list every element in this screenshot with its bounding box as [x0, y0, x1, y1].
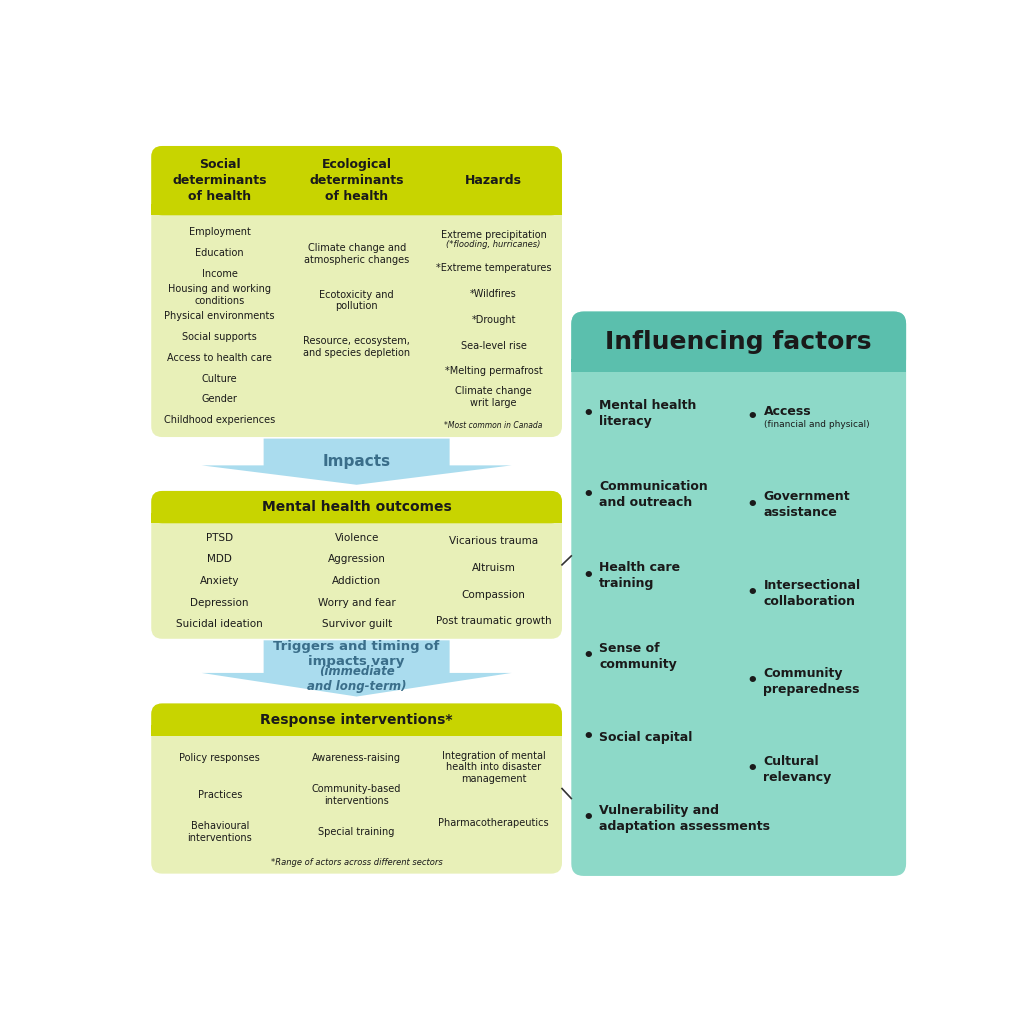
Text: Awareness-raising: Awareness-raising	[312, 753, 401, 763]
Text: (immediate
and long-term): (immediate and long-term)	[307, 665, 407, 693]
Text: Employment: Employment	[188, 227, 251, 237]
Text: *Melting permafrost: *Melting permafrost	[444, 367, 543, 376]
Text: Gender: Gender	[202, 394, 238, 404]
Text: Addiction: Addiction	[332, 577, 381, 586]
Text: Survivor guilt: Survivor guilt	[322, 620, 392, 629]
Text: Culture: Culture	[202, 374, 238, 384]
Bar	[152, 725, 562, 736]
Text: Suicidal ideation: Suicidal ideation	[176, 620, 263, 629]
Text: Communication
and outreach: Communication and outreach	[599, 480, 708, 509]
Bar	[571, 359, 906, 372]
FancyBboxPatch shape	[152, 703, 562, 736]
Text: Policy responses: Policy responses	[179, 753, 260, 763]
Text: Hazards: Hazards	[465, 174, 522, 187]
Text: Health care
training: Health care training	[599, 561, 680, 590]
Text: Government
assistance: Government assistance	[764, 490, 850, 519]
Text: Behavioural
interventions: Behavioural interventions	[187, 821, 252, 843]
Text: Education: Education	[196, 248, 244, 258]
Text: •: •	[583, 566, 594, 585]
Text: Depression: Depression	[190, 598, 249, 607]
Text: Sea-level rise: Sea-level rise	[461, 341, 526, 350]
Text: *Most common in Canada: *Most common in Canada	[444, 421, 543, 430]
Text: *Range of actors across different sectors: *Range of actors across different sector…	[270, 858, 442, 867]
Text: Mental health outcomes: Mental health outcomes	[262, 500, 452, 514]
Text: Worry and fear: Worry and fear	[317, 598, 395, 607]
Text: Impacts: Impacts	[323, 455, 391, 469]
Text: •: •	[583, 809, 594, 827]
Text: Climate change and
atmospheric changes: Climate change and atmospheric changes	[304, 244, 410, 265]
Text: Post traumatic growth: Post traumatic growth	[436, 616, 551, 627]
FancyBboxPatch shape	[571, 311, 906, 372]
Text: Vicarious trauma: Vicarious trauma	[449, 536, 538, 546]
Text: •: •	[583, 485, 594, 504]
Polygon shape	[202, 438, 512, 484]
Text: Ecotoxicity and
pollution: Ecotoxicity and pollution	[319, 290, 394, 311]
Text: Compassion: Compassion	[462, 590, 525, 599]
Text: Influencing factors: Influencing factors	[605, 330, 872, 353]
Text: •: •	[746, 496, 758, 514]
Text: Community-based
interventions: Community-based interventions	[312, 784, 401, 806]
Text: Sense of
community: Sense of community	[599, 642, 677, 671]
Text: Extreme precipitation: Extreme precipitation	[440, 230, 547, 241]
Text: Intersectional
collaboration: Intersectional collaboration	[764, 579, 860, 607]
Text: Vulnerability and
adaptation assessments: Vulnerability and adaptation assessments	[599, 804, 770, 833]
Text: Response interventions*: Response interventions*	[260, 713, 453, 727]
Polygon shape	[202, 640, 512, 696]
Text: (financial and physical): (financial and physical)	[764, 420, 869, 429]
Text: (*flooding, hurricanes): (*flooding, hurricanes)	[446, 240, 541, 249]
Text: Social
determinants
of health: Social determinants of health	[172, 158, 267, 203]
Text: •: •	[746, 408, 758, 426]
Text: Social capital: Social capital	[599, 731, 692, 743]
Text: Mental health
literacy: Mental health literacy	[599, 399, 696, 428]
Text: Income: Income	[202, 268, 238, 279]
FancyBboxPatch shape	[152, 146, 562, 437]
Text: Cultural
relevancy: Cultural relevancy	[764, 755, 831, 784]
Text: •: •	[746, 584, 758, 602]
FancyBboxPatch shape	[571, 311, 906, 876]
Text: Violence: Violence	[335, 532, 379, 543]
Text: Aggression: Aggression	[328, 554, 386, 564]
Text: Integration of mental
health into disaster
management: Integration of mental health into disast…	[441, 751, 546, 784]
FancyBboxPatch shape	[152, 490, 562, 639]
Text: •: •	[583, 647, 594, 666]
Text: MDD: MDD	[207, 554, 232, 564]
Text: •: •	[746, 761, 758, 778]
Text: Access: Access	[764, 404, 811, 418]
Bar	[152, 205, 562, 215]
Text: *Wildfires: *Wildfires	[470, 289, 517, 299]
Text: Physical environments: Physical environments	[165, 310, 275, 321]
FancyBboxPatch shape	[152, 703, 562, 873]
Text: Ecological
determinants
of health: Ecological determinants of health	[309, 158, 403, 203]
Text: •: •	[583, 728, 594, 746]
FancyBboxPatch shape	[152, 146, 562, 215]
Text: •: •	[583, 404, 594, 423]
Text: Access to health care: Access to health care	[167, 352, 272, 362]
Text: Special training: Special training	[318, 827, 395, 837]
Text: •: •	[746, 672, 758, 690]
Text: Triggers and timing of
impacts vary: Triggers and timing of impacts vary	[273, 640, 440, 669]
Text: Anxiety: Anxiety	[200, 577, 240, 586]
Text: Altruism: Altruism	[472, 562, 515, 572]
Text: Social supports: Social supports	[182, 332, 257, 342]
Text: Practices: Practices	[198, 791, 242, 800]
FancyBboxPatch shape	[152, 490, 562, 523]
Text: PTSD: PTSD	[206, 532, 233, 543]
Text: Climate change
writ large: Climate change writ large	[455, 386, 531, 408]
Text: Resource, ecosystem,
and species depletion: Resource, ecosystem, and species depleti…	[303, 336, 411, 358]
Text: Housing and working
conditions: Housing and working conditions	[168, 284, 271, 305]
Text: *Extreme temperatures: *Extreme temperatures	[436, 263, 551, 273]
Text: Pharmacotherapeutics: Pharmacotherapeutics	[438, 818, 549, 827]
Bar	[152, 512, 562, 523]
Text: Community
preparedness: Community preparedness	[764, 667, 860, 695]
Text: *Drought: *Drought	[471, 314, 516, 325]
Text: Childhood experiences: Childhood experiences	[164, 416, 275, 425]
